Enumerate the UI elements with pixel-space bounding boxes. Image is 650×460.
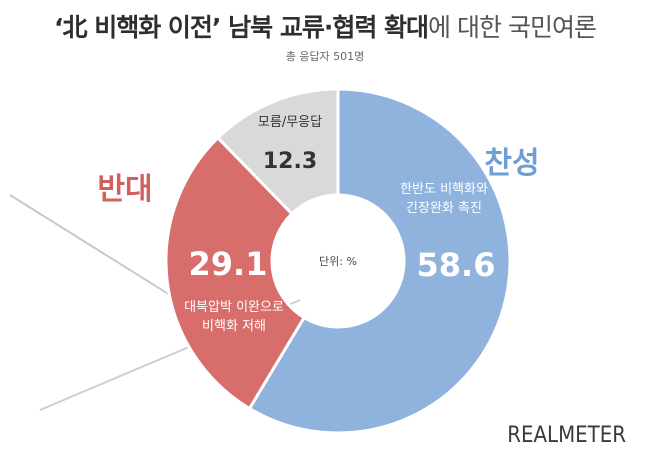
chart-title: ‘北 비핵화 이전’ 남북 교류·협력 확대에 대한 국민여론 [0,8,650,44]
chart-title-suffix: 에 대한 국민여론 [428,13,597,42]
donut-slice-1 [164,135,307,411]
slice-description-line-1-1: 비핵화 저해 [202,319,266,334]
slice-description-line-0-1: 긴장완화 촉진 [406,201,482,216]
category-label-oppose: 반대 [97,172,152,207]
slice-value-label-1: 29.1 [189,245,268,283]
sample-size-note: 총 응답자 501명 [285,50,365,63]
donut-slice-0 [247,87,512,435]
category-label-agree: 찬성 [484,146,539,181]
slice-description-line-0-0: 한반도 비핵화와 [400,182,488,197]
slice-category-label-2: 모름/무응답 [258,115,322,130]
unit-label: 단위: % [319,255,357,268]
chart-title-main: ‘北 비핵화 이전’ 남북 교류·협력 확대 [54,13,429,42]
slice-value-label-2: 12.3 [263,149,317,174]
brand-logo: REALMETER [507,423,626,448]
slice-value-label-0: 58.6 [417,246,496,284]
slice-description-line-1-0: 대북압박 이완으로 [184,300,284,315]
donut-slice-2 [215,87,340,216]
